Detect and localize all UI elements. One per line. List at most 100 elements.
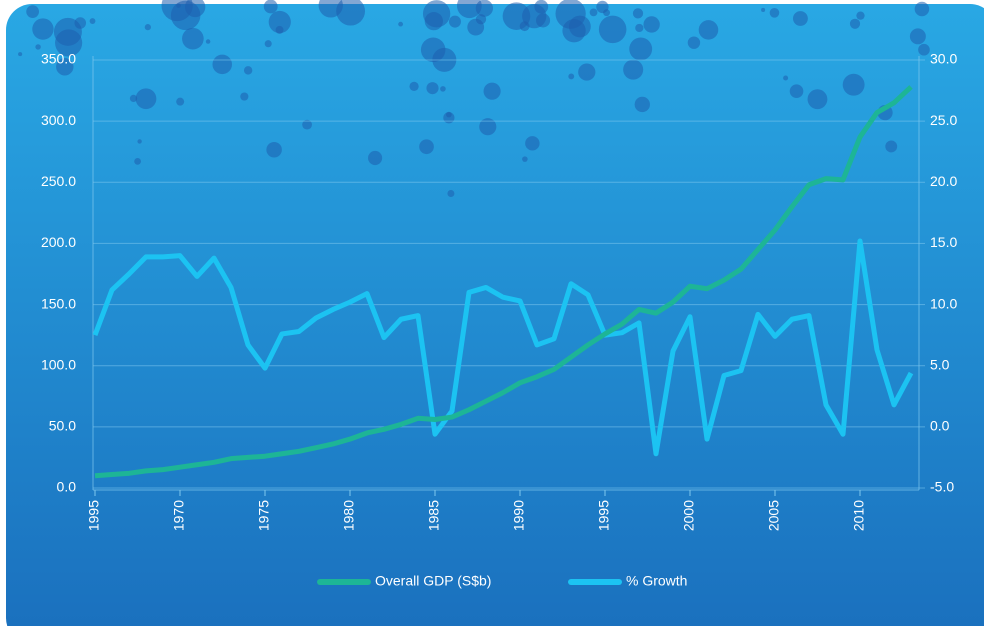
bubble [519,21,530,32]
bubble [635,23,644,33]
bubble [761,7,766,12]
bubble [856,11,865,20]
y2-tick-label: 15.0 [930,234,957,250]
y2-tick-label: 25.0 [930,112,957,128]
legend-label: Overall GDP (S$b) [375,573,491,589]
y-tick-label: 200.0 [41,234,76,250]
bubble [698,20,719,40]
x-tick-label: 1980 [341,500,357,531]
bubble [534,0,549,14]
bubble [137,139,142,144]
bubble [536,13,551,28]
bubble [918,43,930,56]
y2-tick-label: 20.0 [930,173,957,189]
bubble [409,81,419,91]
x-tick-label: 2005 [766,500,782,531]
y-tick-label: 50.0 [49,418,76,434]
y2-tick-label: 5.0 [930,356,950,372]
bubble [205,39,211,44]
y-tick-label: 250.0 [41,173,76,189]
y-tick-label: 0.0 [57,479,77,495]
bubble [914,1,930,17]
bubble [449,15,461,28]
bubble [35,44,41,50]
bubble [525,136,540,151]
bubble [849,18,861,29]
bubble [176,97,185,106]
bubble [457,0,482,19]
series-line [92,238,914,457]
bubble [420,37,446,63]
bubble [129,94,138,103]
y-tick-label: 150.0 [41,295,76,311]
x-tick-label: 1995 [86,500,102,531]
bubble [589,8,598,17]
bubble [632,8,644,19]
bubble [842,73,865,96]
bubble [783,75,789,81]
bubble [268,10,291,34]
y-tick-label: 300.0 [41,112,76,128]
bubble [240,92,249,101]
bubble [623,59,644,80]
x-tick-label: 1995 [596,500,612,531]
y-tick-label: 100.0 [41,356,76,372]
bubble [53,17,82,46]
bubble [264,40,272,48]
bubble [479,118,497,136]
bubble [161,0,193,22]
bubble [483,82,501,100]
bubble [426,82,439,95]
bubble [909,28,926,45]
bubble [263,0,278,14]
bubble [144,24,151,31]
bubble [568,73,575,80]
panel [6,4,984,626]
bubble [56,58,74,76]
x-tick-label: 2000 [681,500,697,531]
bubble [792,11,808,26]
bubble [318,0,343,18]
bubble [634,96,650,113]
bubble [467,18,485,36]
bubble [440,86,446,92]
y2-tick-label: -5.0 [930,479,954,495]
x-tick-label: 1985 [426,500,442,531]
y2-tick-label: 30.0 [930,51,957,67]
bubble [398,21,404,27]
bubble [578,63,596,81]
bubble [446,111,452,118]
bubble [32,18,54,40]
bubble [769,8,780,18]
bubble [598,15,627,44]
bubble [368,150,383,166]
x-tick-label: 1970 [171,500,187,531]
bubble [424,12,443,31]
bubble [135,88,157,110]
bubble [807,89,828,110]
bubble [89,18,96,24]
x-tick-label: 1975 [256,500,272,531]
bubble [266,142,282,158]
x-tick-label: 2010 [851,500,867,531]
bubble [243,66,253,75]
bubble [447,190,455,197]
bubble [522,156,528,162]
bubble [629,37,653,61]
bubble [687,36,701,49]
bubble [212,54,233,75]
bubble [302,119,312,130]
bubble [419,139,434,155]
bubble [789,84,804,99]
series-line [94,85,913,479]
bubble [596,0,609,14]
bubble [568,15,591,38]
bubble [26,5,39,18]
bubble [134,157,142,165]
bubble [643,16,660,33]
bubble [182,27,204,50]
bubble [885,140,898,153]
y2-tick-label: 10.0 [930,295,957,311]
